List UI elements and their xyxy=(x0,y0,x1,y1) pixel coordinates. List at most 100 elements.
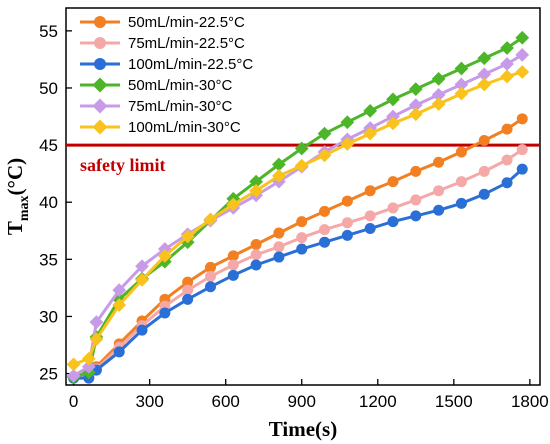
y-tick-label: 40 xyxy=(39,193,58,212)
series-line xyxy=(72,53,524,378)
data-point xyxy=(204,270,216,282)
x-tick-label: 600 xyxy=(212,392,240,411)
data-point xyxy=(249,174,263,189)
x-tick-label: 1800 xyxy=(511,392,549,411)
data-point xyxy=(455,146,467,158)
x-tick-label: 1500 xyxy=(435,392,473,411)
legend-item: 100mL/min-30°C xyxy=(80,119,241,136)
x-tick-label: 900 xyxy=(288,392,316,411)
data-point xyxy=(273,251,285,263)
data-point xyxy=(477,67,492,82)
data-point xyxy=(182,284,194,296)
data-point xyxy=(272,157,286,172)
data-point xyxy=(500,57,514,71)
data-point xyxy=(516,163,528,175)
legend-label: 100mL/min-30°C xyxy=(128,119,241,136)
data-point xyxy=(341,195,353,207)
data-point xyxy=(501,123,513,135)
legend-item: 75mL/min-22.5°C xyxy=(80,35,245,52)
data-point xyxy=(81,359,96,374)
data-point xyxy=(431,97,446,111)
data-point xyxy=(296,243,308,255)
data-point xyxy=(478,135,490,147)
y-tick-label: 45 xyxy=(39,136,58,155)
data-point xyxy=(341,217,353,229)
data-point xyxy=(500,69,514,84)
data-point xyxy=(294,158,309,173)
data-point xyxy=(364,185,376,197)
data-point xyxy=(226,197,241,212)
data-point xyxy=(516,144,528,156)
data-point xyxy=(500,41,514,55)
x-axis-title: Time(s) xyxy=(269,417,337,441)
data-point xyxy=(273,227,285,239)
data-point xyxy=(408,98,423,112)
data-point xyxy=(364,210,376,222)
data-point xyxy=(477,77,492,92)
series-3 xyxy=(68,163,528,384)
data-point xyxy=(433,204,445,216)
data-point xyxy=(182,276,194,288)
x-axis: 0 300 600 900 1200 1500 1800 xyxy=(69,379,549,411)
data-point xyxy=(113,346,125,358)
data-point xyxy=(250,259,262,271)
legend-marker xyxy=(92,119,108,135)
data-point xyxy=(89,315,104,330)
data-point xyxy=(516,113,528,125)
data-point xyxy=(340,115,355,130)
data-point xyxy=(182,293,194,305)
y-tick-label: 50 xyxy=(39,79,58,98)
data-point xyxy=(81,351,96,366)
safety-limit-label: safety limit xyxy=(80,155,165,175)
data-point xyxy=(180,229,195,244)
legend-marker xyxy=(94,37,106,49)
data-point xyxy=(294,141,309,156)
series-line xyxy=(73,70,523,366)
data-point xyxy=(431,87,446,102)
data-point xyxy=(273,241,285,253)
data-point xyxy=(408,82,423,96)
data-point xyxy=(249,183,263,198)
data-point xyxy=(431,71,446,86)
legend-item: 50mL/min-30°C xyxy=(80,77,233,94)
legend-item: 50mL/min-22.5°C xyxy=(80,14,245,31)
y-axis-title-main: T xyxy=(3,221,27,235)
data-point xyxy=(157,249,172,263)
data-point xyxy=(410,165,422,177)
svg-text:Tmax(°C): Tmax(°C) xyxy=(3,158,32,235)
series-line xyxy=(73,167,524,380)
legend-label: 50mL/min-30°C xyxy=(128,77,233,94)
data-point xyxy=(501,154,513,166)
data-point xyxy=(296,232,308,244)
data-point xyxy=(454,61,469,76)
data-point xyxy=(501,177,513,189)
y-tick-label: 25 xyxy=(39,365,58,384)
x-tick-label: 300 xyxy=(135,392,163,411)
legend-label: 75mL/min-22.5°C xyxy=(128,35,245,52)
data-point xyxy=(478,188,490,200)
data-point xyxy=(410,194,422,206)
data-point xyxy=(454,77,469,92)
data-point xyxy=(455,197,467,209)
legend-marker xyxy=(92,98,108,114)
data-point xyxy=(340,137,355,151)
data-point xyxy=(66,368,81,383)
data-point xyxy=(227,269,239,281)
data-point xyxy=(386,92,400,107)
data-point xyxy=(227,259,239,271)
series-6 xyxy=(66,65,530,372)
data-point xyxy=(410,210,422,222)
data-point xyxy=(408,107,423,122)
data-point xyxy=(250,249,262,261)
data-point xyxy=(363,103,378,118)
data-point xyxy=(515,47,530,62)
data-point xyxy=(112,298,127,312)
data-point xyxy=(135,259,149,274)
y-tick-label: 30 xyxy=(39,307,58,326)
series-line xyxy=(73,36,524,379)
data-point xyxy=(135,273,149,287)
data-point xyxy=(386,116,400,131)
data-point xyxy=(454,86,469,101)
legend-marker xyxy=(94,16,106,28)
series-layer xyxy=(66,30,530,384)
